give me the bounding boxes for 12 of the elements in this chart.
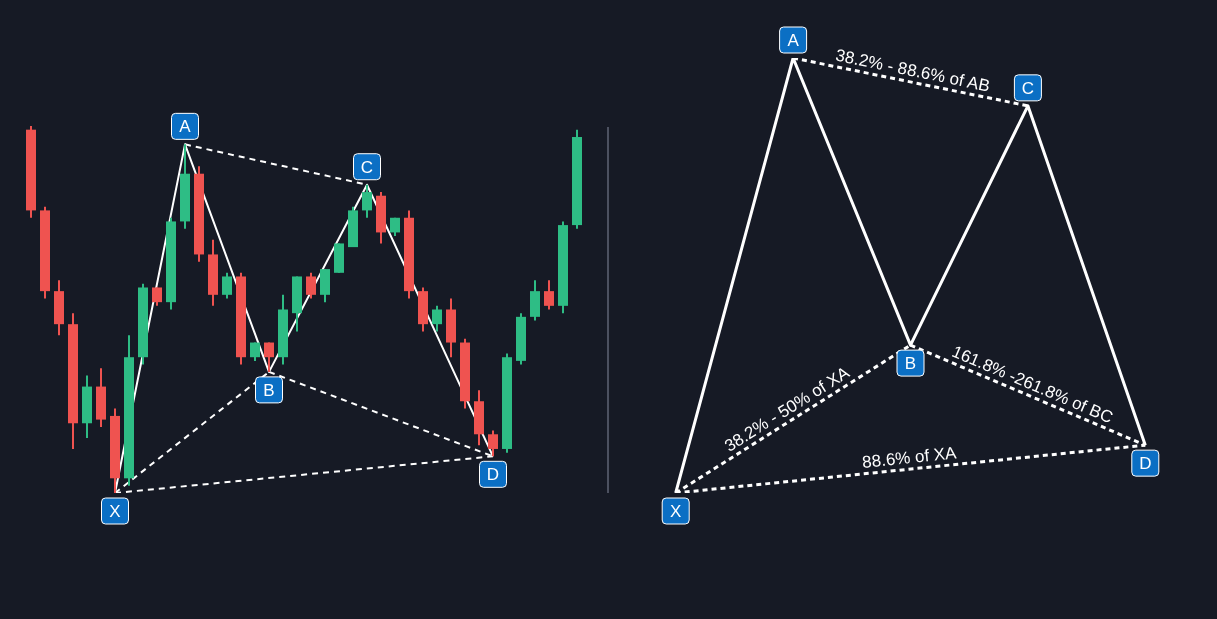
text: 38.2% - 88.6% of AB — [834, 45, 992, 96]
text: 88.6% of XA — [861, 443, 958, 472]
annotation: X — [670, 502, 682, 521]
annotation: B — [263, 380, 275, 400]
annotation: D — [486, 465, 500, 485]
annotation: X — [109, 502, 121, 521]
annotation: C — [360, 157, 374, 177]
annotation: A — [787, 31, 800, 50]
annotation: A — [179, 117, 192, 137]
annotation: C — [1021, 78, 1035, 98]
annotation: D — [1139, 454, 1152, 474]
annotation: B — [904, 354, 917, 374]
